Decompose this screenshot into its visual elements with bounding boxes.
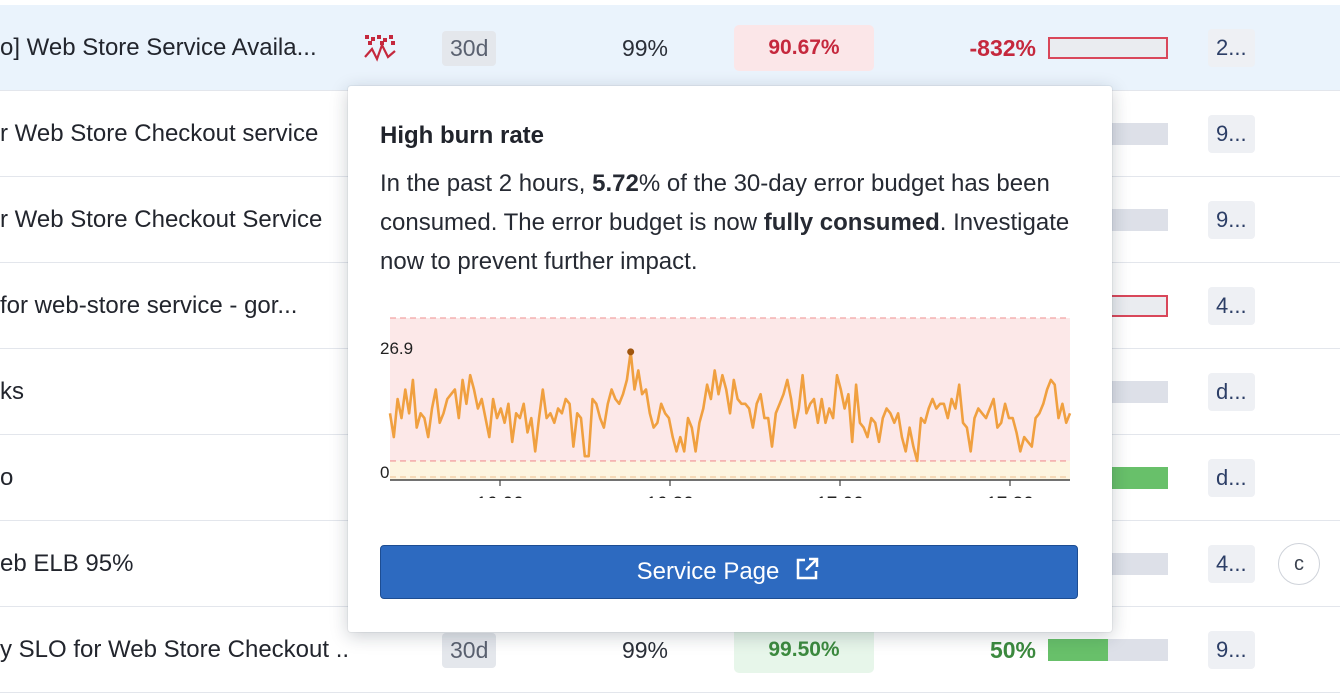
tag-cell[interactable]: 9...	[1208, 607, 1255, 693]
tag-cell[interactable]: 2...	[1208, 5, 1255, 91]
slo-name[interactable]: ks	[0, 378, 24, 405]
tag-badge: d...	[1208, 373, 1255, 411]
tag-cell[interactable]: 4...	[1208, 263, 1255, 349]
y-label-zero: 0	[380, 463, 389, 482]
x-tick-label: 17:30	[986, 494, 1034, 498]
budget-bar-track	[1048, 639, 1168, 661]
slo-name[interactable]: o] Web Store Service Availa...	[0, 34, 317, 61]
slo-name[interactable]: y SLO for Web Store Checkout ...	[0, 636, 350, 663]
popover-description: In the past 2 hours, 5.72% of the 30-day…	[380, 164, 1090, 281]
pill-cell[interactable]: c	[1278, 521, 1320, 607]
budget-bar-fill	[1048, 639, 1108, 661]
x-tick-label: 16:30	[646, 494, 694, 498]
popover-text-2: % of the 30-day error budget has been co…	[380, 170, 1050, 236]
slo-name[interactable]: for web-store service - gor...	[0, 292, 298, 319]
burn-rate-popover: High burn rate In the past 2 hours, 5.72…	[348, 86, 1112, 632]
slo-name[interactable]: r Web Store Checkout Service	[0, 206, 323, 233]
service-page-button[interactable]: Service Page	[380, 545, 1078, 599]
x-tick-label: 17:00	[816, 494, 864, 498]
error-budget-value: 50%	[989, 636, 1036, 663]
target-value: 99%	[621, 636, 669, 663]
slo-name[interactable]: o	[0, 464, 14, 491]
table-row[interactable]: o] Web Store Service Availa... 30d 99% 90.6…	[0, 5, 1340, 91]
tag-badge: 4...	[1208, 287, 1255, 325]
status-value: 90.67%	[734, 25, 874, 71]
status-cell: 99.50%	[734, 607, 874, 693]
warning-band	[390, 460, 1070, 480]
error-budget-bar	[1048, 607, 1172, 693]
time-window: 30d	[442, 607, 497, 693]
error-budget-value: -832%	[969, 34, 1036, 61]
external-link-icon	[793, 555, 821, 590]
slo-name[interactable]: eb ELB 95%	[0, 550, 134, 577]
popover-text-1: In the past 2 hours,	[380, 170, 593, 197]
table-row[interactable]: y SLO for Web Store Checkout ... 30d 99% 99…	[0, 607, 1340, 693]
tag-cell[interactable]: 9...	[1208, 91, 1255, 177]
tag-badge: 9...	[1208, 115, 1255, 153]
danger-band	[390, 318, 1070, 461]
popover-text-bold-2: fully consumed	[763, 209, 940, 236]
tag-badge: 9...	[1208, 201, 1255, 239]
series-line	[388, 350, 1072, 463]
popover-text-3: . Investigate now to prevent further imp…	[380, 209, 1070, 275]
tag-badge: 4...	[1208, 545, 1255, 583]
tag-badge: d...	[1208, 459, 1255, 497]
tag-cell[interactable]: d...	[1208, 349, 1255, 435]
target-value: 99%	[621, 34, 669, 61]
time-window-badge: 30d	[442, 30, 497, 66]
time-window-badge: 30d	[442, 632, 497, 668]
time-window: 30d	[442, 5, 497, 91]
burn-rate-chart: 26.9 0 16:00 16:30 17:00 17:30	[380, 317, 1072, 498]
x-tick-label: 16:00	[476, 494, 524, 498]
tag-badge: 9...	[1208, 631, 1255, 669]
tag-badge: 2...	[1208, 29, 1255, 67]
service-page-label: Service Page	[636, 558, 780, 585]
peak-marker	[627, 348, 635, 356]
pill-badge: c	[1278, 543, 1320, 585]
popover-text-bold-1: 5.72	[592, 170, 639, 197]
tag-cell[interactable]: 9...	[1208, 177, 1255, 263]
slo-name[interactable]: r Web Store Checkout service	[0, 120, 319, 147]
status-cell: 90.67%	[734, 5, 874, 91]
tag-cell[interactable]: d...	[1208, 435, 1255, 521]
status-value: 99.50%	[734, 627, 874, 673]
y-label-max: 26.9	[380, 339, 413, 358]
budget-bar-track	[1048, 37, 1168, 59]
error-budget-bar	[1048, 5, 1172, 91]
burn-rate-icon[interactable]	[360, 5, 400, 91]
popover-title: High burn rate	[380, 122, 545, 149]
tag-cell[interactable]: 4...	[1208, 521, 1255, 607]
